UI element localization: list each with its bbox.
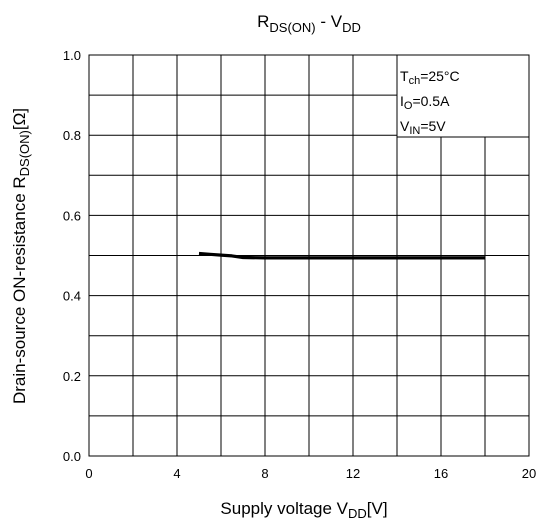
y-axis-label: Drain-source ON-resistance RDS(ON)[Ω] [10,108,32,404]
x-tick-label: 0 [85,466,92,481]
y-tick-label: 1.0 [63,48,81,63]
condition-vin: VIN=5V [400,118,446,137]
y-tick-label: 0.4 [63,289,81,304]
conditions-box: Tch=25°C IO=0.5A VIN=5V [396,54,530,138]
y-tick-label: 0.2 [63,369,81,384]
plot-frame [88,54,530,457]
grid [89,55,529,456]
condition-io: IO=0.5A [400,93,450,112]
y-axis-ticks: 0.0 0.2 0.4 0.6 0.8 1.0 [63,48,81,464]
x-tick-label: 4 [173,466,180,481]
x-tick-label: 20 [522,466,536,481]
condition-tch: Tch=25°C [400,68,460,87]
y-tick-label: 0.6 [63,208,81,223]
conditions-box-frame [396,54,530,138]
line-layer [198,251,485,260]
series-line [198,251,485,260]
x-axis-ticks: 0 4 8 12 16 20 [85,466,536,481]
x-tick-label: 8 [261,466,268,481]
plot-area [88,54,530,457]
x-axis-label: Supply voltage VDD[V] [220,499,387,521]
chart-title: RDS(ON) - VDD [257,12,361,35]
x-tick-label: 12 [346,466,360,481]
x-tick-label: 16 [434,466,448,481]
y-tick-label: 0.8 [63,128,81,143]
y-tick-label: 0.0 [63,449,81,464]
